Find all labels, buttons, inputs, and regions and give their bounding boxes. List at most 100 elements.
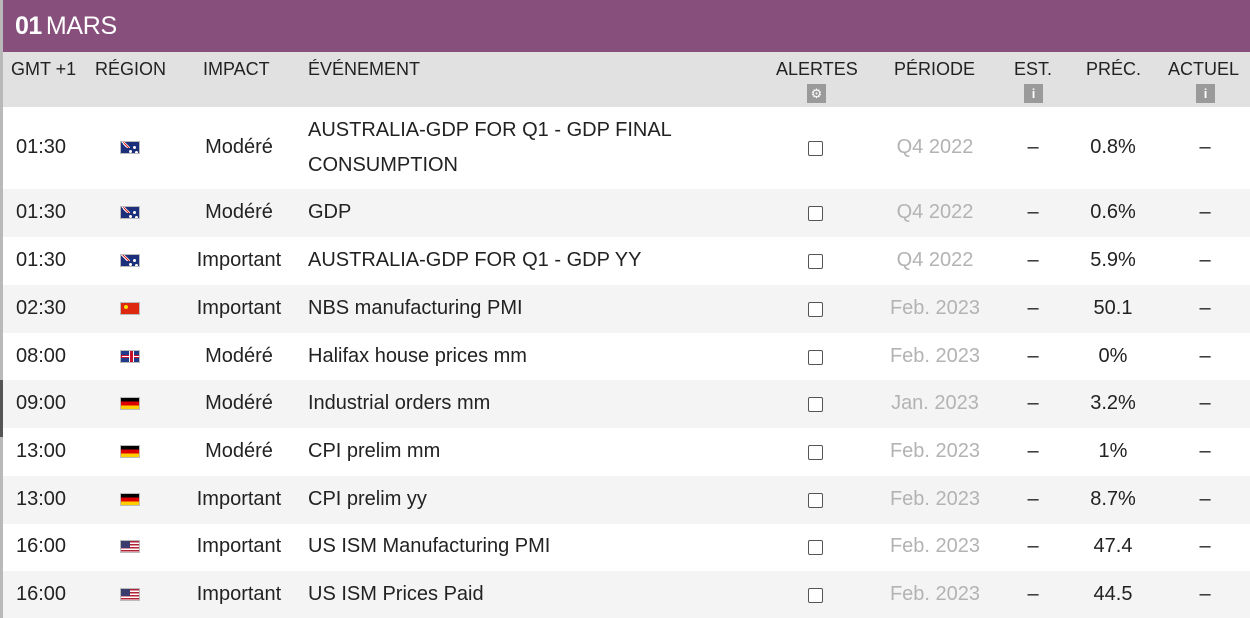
- event-estimate: –: [1027, 249, 1039, 271]
- event-name[interactable]: GDP: [308, 201, 352, 223]
- table-row[interactable]: 01:30 Important AUSTRALIA-GDP FOR Q1 - GDP…: [3, 237, 1250, 285]
- event-actual: –: [1199, 136, 1211, 158]
- table-row[interactable]: 16:00 Important US ISM Prices Paid Feb. 202…: [3, 571, 1250, 618]
- region-flag-icon: [120, 540, 140, 553]
- event-time: 09:00: [15, 392, 67, 414]
- event-name[interactable]: AUSTRALIA-GDP FOR Q1 - GDP YY: [308, 249, 642, 271]
- event-name[interactable]: US ISM Manufacturing PMI: [308, 535, 551, 557]
- event-name[interactable]: NBS manufacturing PMI: [308, 297, 523, 319]
- date-header: 01 MARS: [3, 0, 1250, 52]
- event-name[interactable]: AUSTRALIA-GDP FOR Q1 - GDP FINAL CONSUMP…: [308, 119, 672, 176]
- event-estimate: –: [1027, 582, 1039, 605]
- header-actual: ACTUEL: [1168, 59, 1240, 79]
- left-scroll-thumb[interactable]: [0, 380, 3, 437]
- gear-icon[interactable]: ⚙: [807, 84, 826, 103]
- header-est: EST.: [1014, 59, 1053, 79]
- event-previous: 0.6%: [1090, 201, 1136, 223]
- table-row[interactable]: 08:00 Modéré Halifax house prices mm Feb. 2…: [3, 333, 1250, 381]
- event-name[interactable]: Halifax house prices mm: [308, 345, 527, 367]
- event-previous: 44.5: [1093, 582, 1133, 605]
- date-day: 01: [15, 11, 42, 40]
- event-actual: –: [1199, 440, 1211, 462]
- alert-checkbox[interactable]: [808, 141, 823, 156]
- event-name[interactable]: Industrial orders mm: [308, 392, 491, 414]
- event-impact: Important: [196, 582, 282, 605]
- event-impact: Modéré: [205, 136, 273, 158]
- table-row[interactable]: 13:00 Important CPI prelim yy Feb. 2023 – 8.7…: [3, 476, 1250, 524]
- de-flag-icon: [120, 493, 140, 506]
- event-estimate: –: [1027, 297, 1039, 319]
- alert-checkbox[interactable]: [808, 493, 823, 508]
- event-actual: –: [1199, 201, 1211, 223]
- event-estimate: –: [1027, 201, 1039, 223]
- table-row[interactable]: 09:00 Modéré Industrial orders mm Jan. 2023…: [3, 380, 1250, 428]
- us-flag-icon: [120, 540, 140, 553]
- event-time: 01:30: [15, 201, 67, 223]
- alert-checkbox[interactable]: [808, 254, 823, 269]
- header-event: ÉVÉNEMENT: [308, 59, 421, 79]
- header-impact: IMPACT: [203, 59, 270, 79]
- event-name[interactable]: US ISM Prices Paid: [308, 582, 484, 605]
- event-previous: 3.2%: [1090, 392, 1136, 414]
- event-actual: –: [1199, 297, 1211, 319]
- region-flag-icon: [120, 587, 140, 601]
- header-time: GMT +1: [11, 59, 77, 79]
- event-time: 02:30: [15, 297, 67, 319]
- region-flag-icon: [120, 302, 140, 315]
- table-row[interactable]: 16:00 Important US ISM Manufacturing PMI Fe…: [3, 523, 1250, 571]
- header-alerts: ALERTES: [776, 59, 858, 79]
- event-impact: Important: [196, 535, 282, 557]
- event-time: 01:30: [15, 249, 67, 271]
- event-period: Jan. 2023: [891, 392, 979, 414]
- alert-checkbox[interactable]: [808, 397, 823, 412]
- event-time: 01:30: [15, 136, 67, 158]
- event-estimate: –: [1027, 440, 1039, 462]
- alert-checkbox[interactable]: [808, 587, 823, 603]
- info-icon[interactable]: i: [1024, 84, 1043, 103]
- event-previous: 50.1: [1093, 297, 1133, 319]
- event-period: Feb. 2023: [889, 297, 981, 319]
- event-name[interactable]: CPI prelim yy: [308, 488, 427, 510]
- table-row[interactable]: 01:30 Modéré GDP Q4 2022 – 0.6% –: [3, 189, 1250, 237]
- info-icon[interactable]: i: [1196, 84, 1215, 103]
- event-time: 08:00: [15, 345, 67, 367]
- table-row[interactable]: 02:30 Important NBS manufacturing PMI Feb. …: [3, 285, 1250, 333]
- event-time: 16:00: [15, 535, 67, 557]
- event-actual: –: [1199, 488, 1211, 510]
- event-period: Q4 2022: [896, 201, 974, 223]
- table-row[interactable]: 01:30 Modéré AUSTRALIA-GDP FOR Q1 - GDP FI…: [3, 107, 1250, 189]
- event-actual: –: [1199, 392, 1211, 414]
- event-actual: –: [1199, 582, 1211, 605]
- event-period: Feb. 2023: [889, 535, 981, 557]
- de-flag-icon: [120, 397, 140, 410]
- column-headers: GMT +1 RÉGION IMPACT ÉVÉNEMENT ALERTES ⚙…: [3, 52, 1250, 107]
- event-impact: Modéré: [205, 392, 273, 414]
- event-impact: Modéré: [205, 440, 273, 462]
- event-period: Q4 2022: [896, 136, 974, 158]
- au-flag-icon: [120, 254, 140, 267]
- date-month: MARS: [45, 11, 117, 40]
- event-previous: 0%: [1098, 345, 1128, 367]
- event-previous: 8.7%: [1090, 488, 1136, 510]
- alert-checkbox[interactable]: [808, 302, 823, 317]
- event-estimate: –: [1027, 345, 1039, 367]
- event-period: Feb. 2023: [889, 345, 981, 367]
- alert-checkbox[interactable]: [808, 540, 823, 555]
- event-estimate: –: [1027, 535, 1039, 557]
- au-flag-icon: [120, 141, 140, 154]
- event-estimate: –: [1027, 392, 1039, 414]
- alert-checkbox[interactable]: [808, 445, 823, 460]
- region-flag-icon: [120, 350, 140, 363]
- alert-checkbox[interactable]: [808, 350, 823, 365]
- region-flag-icon: [120, 397, 140, 410]
- region-flag-icon: [120, 254, 140, 267]
- event-period: Feb. 2023: [889, 582, 981, 605]
- table-row[interactable]: 13:00 Modéré CPI prelim mm Feb. 2023 – 1% –: [3, 428, 1250, 476]
- region-flag-icon: [120, 206, 140, 219]
- event-actual: –: [1199, 249, 1211, 271]
- event-time: 13:00: [15, 440, 67, 462]
- event-name[interactable]: CPI prelim mm: [308, 440, 441, 462]
- event-impact: Important: [196, 297, 282, 319]
- alert-checkbox[interactable]: [808, 206, 823, 221]
